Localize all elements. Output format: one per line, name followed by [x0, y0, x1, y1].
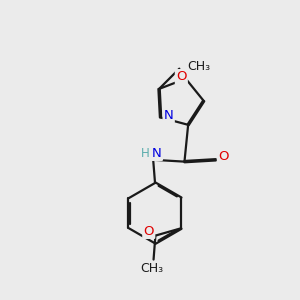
Text: N: N: [164, 109, 173, 122]
Text: O: O: [176, 70, 187, 83]
Text: N: N: [152, 147, 162, 160]
Text: O: O: [219, 150, 229, 164]
Text: H: H: [141, 147, 149, 160]
Text: CH₃: CH₃: [140, 262, 163, 275]
Text: O: O: [143, 225, 154, 238]
Text: CH₃: CH₃: [188, 60, 211, 73]
